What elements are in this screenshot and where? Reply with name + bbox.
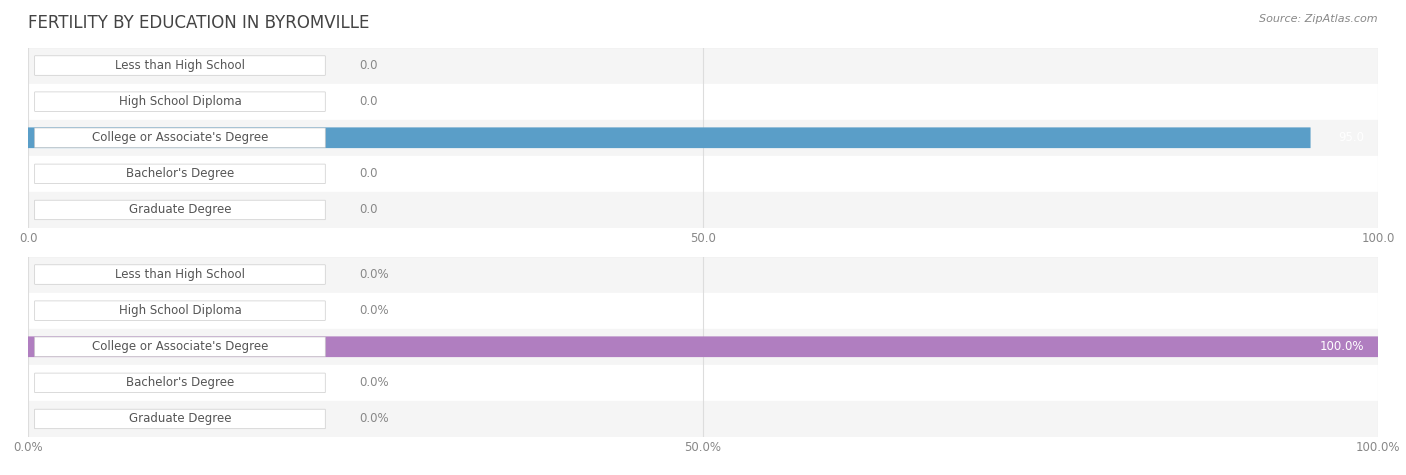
Text: 0.0: 0.0: [359, 203, 377, 217]
Text: Bachelor's Degree: Bachelor's Degree: [127, 376, 233, 390]
Text: Bachelor's Degree: Bachelor's Degree: [127, 167, 233, 180]
Text: 0.0%: 0.0%: [359, 376, 388, 390]
Bar: [28, 365, 1378, 401]
FancyBboxPatch shape: [35, 337, 325, 357]
Text: Graduate Degree: Graduate Degree: [129, 412, 231, 426]
Text: High School Diploma: High School Diploma: [118, 95, 242, 108]
Text: 0.0%: 0.0%: [359, 304, 388, 317]
Text: FERTILITY BY EDUCATION IN BYROMVILLE: FERTILITY BY EDUCATION IN BYROMVILLE: [28, 14, 370, 32]
Bar: [28, 329, 1378, 365]
FancyBboxPatch shape: [35, 409, 325, 429]
Text: High School Diploma: High School Diploma: [118, 304, 242, 317]
Text: 0.0%: 0.0%: [359, 268, 388, 281]
Text: Graduate Degree: Graduate Degree: [129, 203, 231, 217]
Text: 0.0%: 0.0%: [359, 412, 388, 426]
Bar: [28, 256, 1378, 293]
FancyBboxPatch shape: [35, 301, 325, 321]
Bar: [28, 293, 1378, 329]
Text: College or Associate's Degree: College or Associate's Degree: [91, 131, 269, 144]
Bar: [28, 192, 1378, 228]
Bar: [28, 156, 1378, 192]
FancyBboxPatch shape: [35, 128, 325, 148]
FancyBboxPatch shape: [35, 200, 325, 220]
Text: 0.0: 0.0: [359, 167, 377, 180]
FancyBboxPatch shape: [35, 164, 325, 184]
FancyBboxPatch shape: [35, 56, 325, 76]
Bar: [28, 401, 1378, 437]
Bar: [28, 120, 1378, 156]
Bar: [28, 48, 1378, 84]
Text: Less than High School: Less than High School: [115, 268, 245, 281]
Text: College or Associate's Degree: College or Associate's Degree: [91, 340, 269, 353]
Text: 95.0: 95.0: [1339, 131, 1364, 144]
FancyBboxPatch shape: [35, 265, 325, 285]
FancyBboxPatch shape: [35, 92, 325, 112]
Text: Source: ZipAtlas.com: Source: ZipAtlas.com: [1260, 14, 1378, 24]
FancyBboxPatch shape: [35, 373, 325, 393]
Text: Less than High School: Less than High School: [115, 59, 245, 72]
Text: 0.0: 0.0: [359, 59, 377, 72]
Text: 100.0%: 100.0%: [1320, 340, 1364, 353]
FancyBboxPatch shape: [28, 127, 1310, 148]
Bar: [28, 84, 1378, 120]
FancyBboxPatch shape: [28, 336, 1378, 357]
Text: 0.0: 0.0: [359, 95, 377, 108]
